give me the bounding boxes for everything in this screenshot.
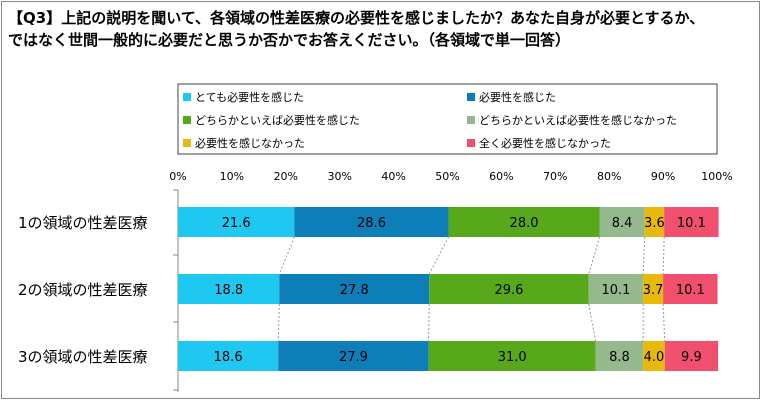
connector-line xyxy=(642,236,646,275)
data-label: 18.8 xyxy=(214,283,243,298)
connector-line xyxy=(588,303,597,342)
legend-box xyxy=(177,83,718,155)
data-label: 18.6 xyxy=(214,350,243,365)
x-tick-label: 90% xyxy=(651,170,675,183)
data-label: 29.6 xyxy=(494,283,523,298)
x-tick-label: 50% xyxy=(435,170,459,183)
legend-label: どちらかといえば必要性を感じなかった xyxy=(479,113,677,127)
bar-segment xyxy=(178,207,295,237)
bar-segment xyxy=(664,341,719,371)
chart-title-line-2: ではなく世間一般的に必要だと思うか否かでお答えください。（各領域で単一回答） xyxy=(8,31,571,49)
connector-line xyxy=(662,236,665,275)
bar-segment xyxy=(663,274,718,304)
legend-label: 必要性を感じた xyxy=(479,90,556,104)
data-label: 10.1 xyxy=(601,283,630,298)
chart-title-line-1: 【Q3】上記の説明を聞いて、各領域の性差医療の必要性を感じましたか？あなた自身が… xyxy=(8,9,705,27)
bar-segment xyxy=(643,274,664,304)
legend-label: 全く必要性を感じなかった xyxy=(479,136,611,150)
data-label: 28.0 xyxy=(510,216,539,231)
data-label: 8.4 xyxy=(612,216,633,231)
x-tick-label: 30% xyxy=(327,170,351,183)
chart-title: 【Q3】上記の説明を聞いて、各領域の性差医療の必要性を感じましたか？あなた自身が… xyxy=(8,7,758,51)
x-tick-label: 80% xyxy=(597,170,621,183)
data-label: 4.0 xyxy=(644,350,665,365)
connector-line xyxy=(277,303,280,342)
bar-segment xyxy=(588,274,644,304)
bar-segment xyxy=(448,207,600,237)
x-tick-label: 10% xyxy=(220,170,244,183)
data-label: 3.6 xyxy=(644,216,665,231)
data-label: 28.6 xyxy=(357,216,386,231)
bar-segment xyxy=(178,274,280,304)
category-label: 2の領域の性差医療 xyxy=(18,281,148,299)
bar-segment xyxy=(178,341,279,371)
bar-segment xyxy=(279,274,430,304)
bar-segment xyxy=(595,341,644,371)
data-label: 9.9 xyxy=(681,350,702,365)
connector-line xyxy=(278,236,295,275)
x-tick-label: 40% xyxy=(381,170,405,183)
x-tick-label: 0% xyxy=(169,170,186,183)
connector-line xyxy=(588,236,600,275)
x-tick-label: 100% xyxy=(701,170,732,183)
bar-segment xyxy=(664,207,719,237)
legend-swatch xyxy=(467,139,475,147)
legend-swatch xyxy=(183,139,191,147)
data-label: 27.9 xyxy=(339,350,368,365)
legend-label: 必要性を感じなかった xyxy=(195,136,305,150)
category-label: 3の領域の性差医療 xyxy=(18,348,148,366)
connector-line xyxy=(428,303,430,342)
data-label: 3.7 xyxy=(643,283,664,298)
bar-segment xyxy=(599,207,645,237)
legend-label: どちらかといえば必要性を感じた xyxy=(195,113,360,127)
data-label: 8.8 xyxy=(609,350,630,365)
bar-segment xyxy=(278,341,429,371)
x-tick-label: 70% xyxy=(543,170,567,183)
bar-segment xyxy=(428,341,596,371)
data-label: 10.1 xyxy=(677,216,706,231)
x-tick-label: 60% xyxy=(489,170,513,183)
legend-swatch xyxy=(467,93,475,101)
bar-segment xyxy=(294,207,449,237)
category-label: 1の領域の性差医療 xyxy=(18,214,148,232)
connector-line xyxy=(662,303,666,342)
legend-label: とても必要性を感じた xyxy=(195,90,304,104)
data-label: 27.8 xyxy=(340,283,369,298)
bar-segment xyxy=(643,341,665,371)
data-label: 21.6 xyxy=(222,216,251,231)
bar-segment xyxy=(429,274,589,304)
legend-swatch xyxy=(467,116,475,124)
legend-swatch xyxy=(183,116,191,124)
data-label: 31.0 xyxy=(498,350,527,365)
x-tick-label: 20% xyxy=(274,170,298,183)
connector-line xyxy=(428,236,450,275)
bar-segment xyxy=(644,207,665,237)
data-label: 10.1 xyxy=(676,283,705,298)
legend-swatch xyxy=(183,93,191,101)
